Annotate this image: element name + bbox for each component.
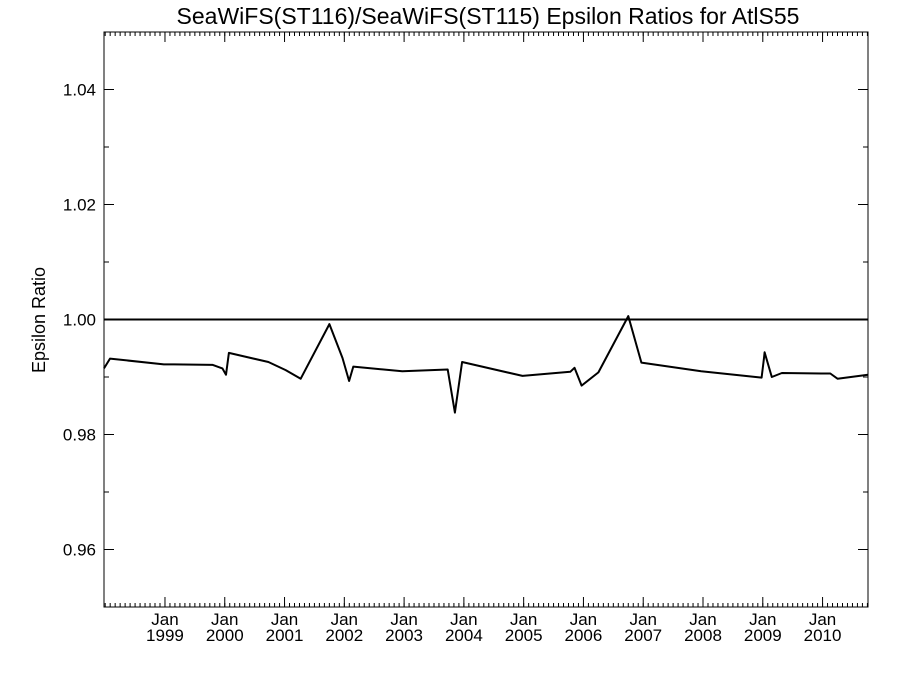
x-tick-month: Jan xyxy=(271,610,298,629)
x-tick-year: 2003 xyxy=(385,626,423,645)
x-tick-month: Jan xyxy=(151,610,178,629)
x-tick-year: 2000 xyxy=(206,626,244,645)
x-tick-month: Jan xyxy=(450,610,477,629)
axis-ticks xyxy=(104,31,868,608)
x-tick-month: Jan xyxy=(211,610,238,629)
y-tick-label: 1.04 xyxy=(63,81,96,100)
y-tick-label: 1.00 xyxy=(63,311,96,330)
y-tick-label: 0.98 xyxy=(63,426,96,445)
series-line xyxy=(103,315,869,414)
x-tick-month: Jan xyxy=(809,610,836,629)
x-tick-month: Jan xyxy=(749,610,776,629)
x-tick-year: 2006 xyxy=(565,626,603,645)
x-tick-month: Jan xyxy=(510,610,537,629)
y-tick-label: 1.02 xyxy=(63,196,96,215)
plot-frame xyxy=(103,31,869,608)
x-tick-year: 2004 xyxy=(445,626,483,645)
x-tick-year: 2008 xyxy=(684,626,722,645)
x-tick-year: 2007 xyxy=(624,626,662,645)
y-tick-label: 0.96 xyxy=(63,541,96,560)
x-tick-month: Jan xyxy=(570,610,597,629)
x-tick-month: Jan xyxy=(689,610,716,629)
x-tick-year: 2009 xyxy=(744,626,782,645)
x-tick-month: Jan xyxy=(390,610,417,629)
y-tick-labels: 0.96 0.98 1.00 1.02 1.04 xyxy=(63,81,96,560)
chart-title: SeaWiFS(ST116)/SeaWiFS(ST115) Epsilon Ra… xyxy=(177,3,800,29)
y-axis-label: Epsilon Ratio xyxy=(29,267,49,373)
x-tick-month: Jan xyxy=(630,610,657,629)
x-tick-month: Jan xyxy=(331,610,358,629)
x-tick-labels: Jan1999Jan2000Jan2001Jan2002Jan2003Jan20… xyxy=(146,610,841,645)
x-tick-year: 2005 xyxy=(505,626,543,645)
x-tick-year: 2010 xyxy=(804,626,842,645)
x-tick-year: 2001 xyxy=(266,626,304,645)
x-tick-year: 2002 xyxy=(325,626,363,645)
x-tick-year: 1999 xyxy=(146,626,184,645)
